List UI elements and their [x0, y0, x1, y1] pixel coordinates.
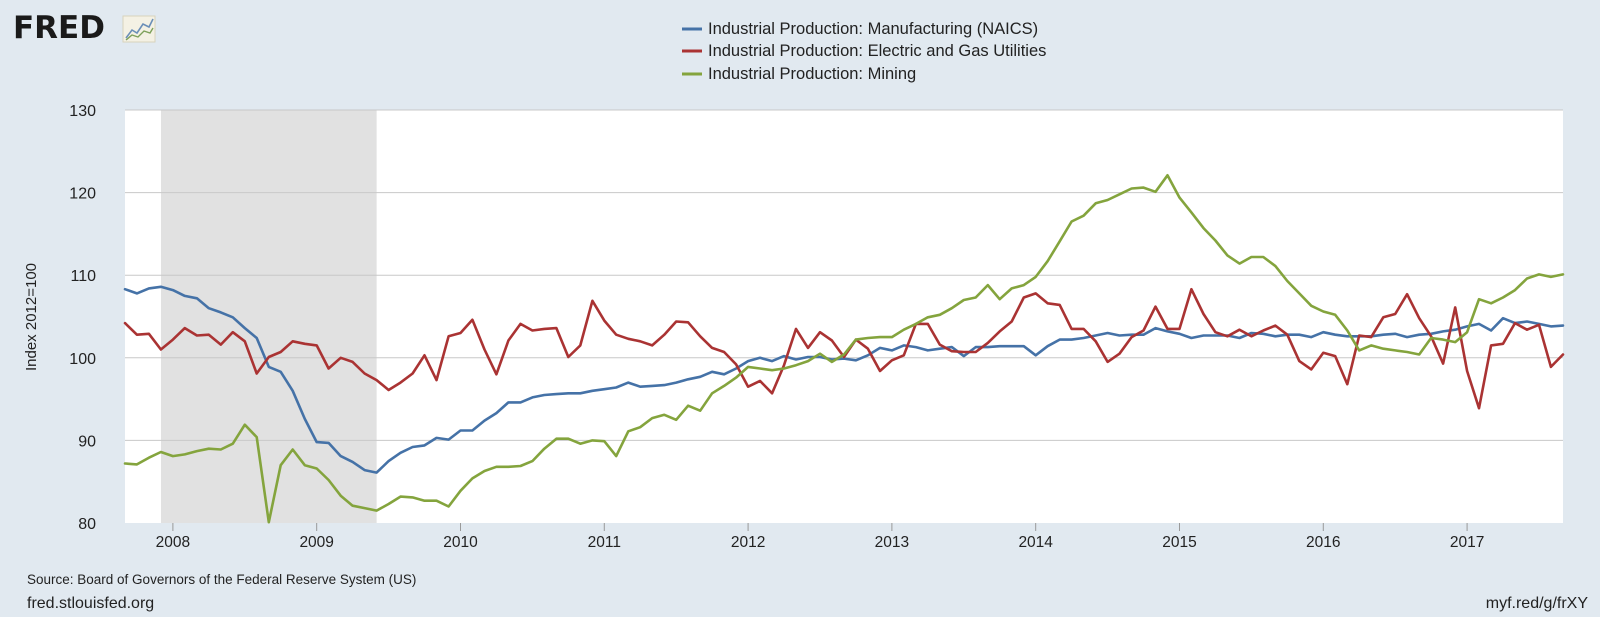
legend: Industrial Production: Manufacturing (NA…: [682, 20, 1046, 83]
y-tick-label: 100: [69, 351, 96, 368]
y-tick-label: 120: [69, 186, 96, 203]
legend-label-utilities: Industrial Production: Electric and Gas …: [708, 42, 1046, 60]
x-tick-label: 2016: [1306, 534, 1340, 551]
series-layer: [123, 174, 1565, 524]
fred-logo[interactable]: FRED: [13, 10, 156, 46]
series-line-manufacturing[interactable]: [123, 285, 1565, 474]
legend-item-manufacturing[interactable]: Industrial Production: Manufacturing (NA…: [682, 20, 1038, 38]
legend-label-manufacturing: Industrial Production: Manufacturing (NA…: [708, 20, 1038, 38]
y-tick-label: 90: [78, 433, 96, 450]
short-link[interactable]: myf.red/g/frXY: [1486, 595, 1589, 612]
x-tick-label: 2009: [299, 534, 333, 551]
x-tick-label: 2015: [1162, 534, 1196, 551]
legend-item-mining[interactable]: Industrial Production: Mining: [682, 65, 916, 83]
legend-label-mining: Industrial Production: Mining: [708, 65, 916, 83]
y-axis-label: Index 2012=100: [23, 263, 40, 371]
y-tick-label: 110: [70, 268, 96, 285]
y-axis: 80 90 100 110 120 130: [69, 103, 96, 533]
series-line-mining[interactable]: [123, 174, 1565, 524]
y-tick-label: 130: [69, 103, 96, 120]
x-tick-label: 2011: [588, 534, 621, 551]
x-tick-label: 2010: [443, 534, 478, 551]
x-tick-label: 2014: [1018, 534, 1053, 551]
site-link[interactable]: fred.stlouisfed.org: [27, 595, 154, 612]
legend-item-utilities[interactable]: Industrial Production: Electric and Gas …: [682, 42, 1046, 60]
series-line-utilities[interactable]: [123, 287, 1565, 410]
x-axis: 2008 2009 2010 2011 2012 2013 2014 2015 2016 2017: [156, 523, 1484, 551]
logo-text: FRED: [13, 10, 105, 46]
source-note: Source: Board of Governors of the Federa…: [27, 572, 416, 587]
x-tick-label: 2008: [156, 534, 190, 551]
x-tick-label: 2013: [875, 534, 909, 551]
x-tick-label: 2012: [731, 534, 765, 551]
recession-shading: [160, 110, 377, 523]
logo-chart-icon: [122, 15, 156, 43]
y-tick-label: 80: [78, 516, 96, 533]
x-tick-label: 2017: [1450, 534, 1484, 551]
